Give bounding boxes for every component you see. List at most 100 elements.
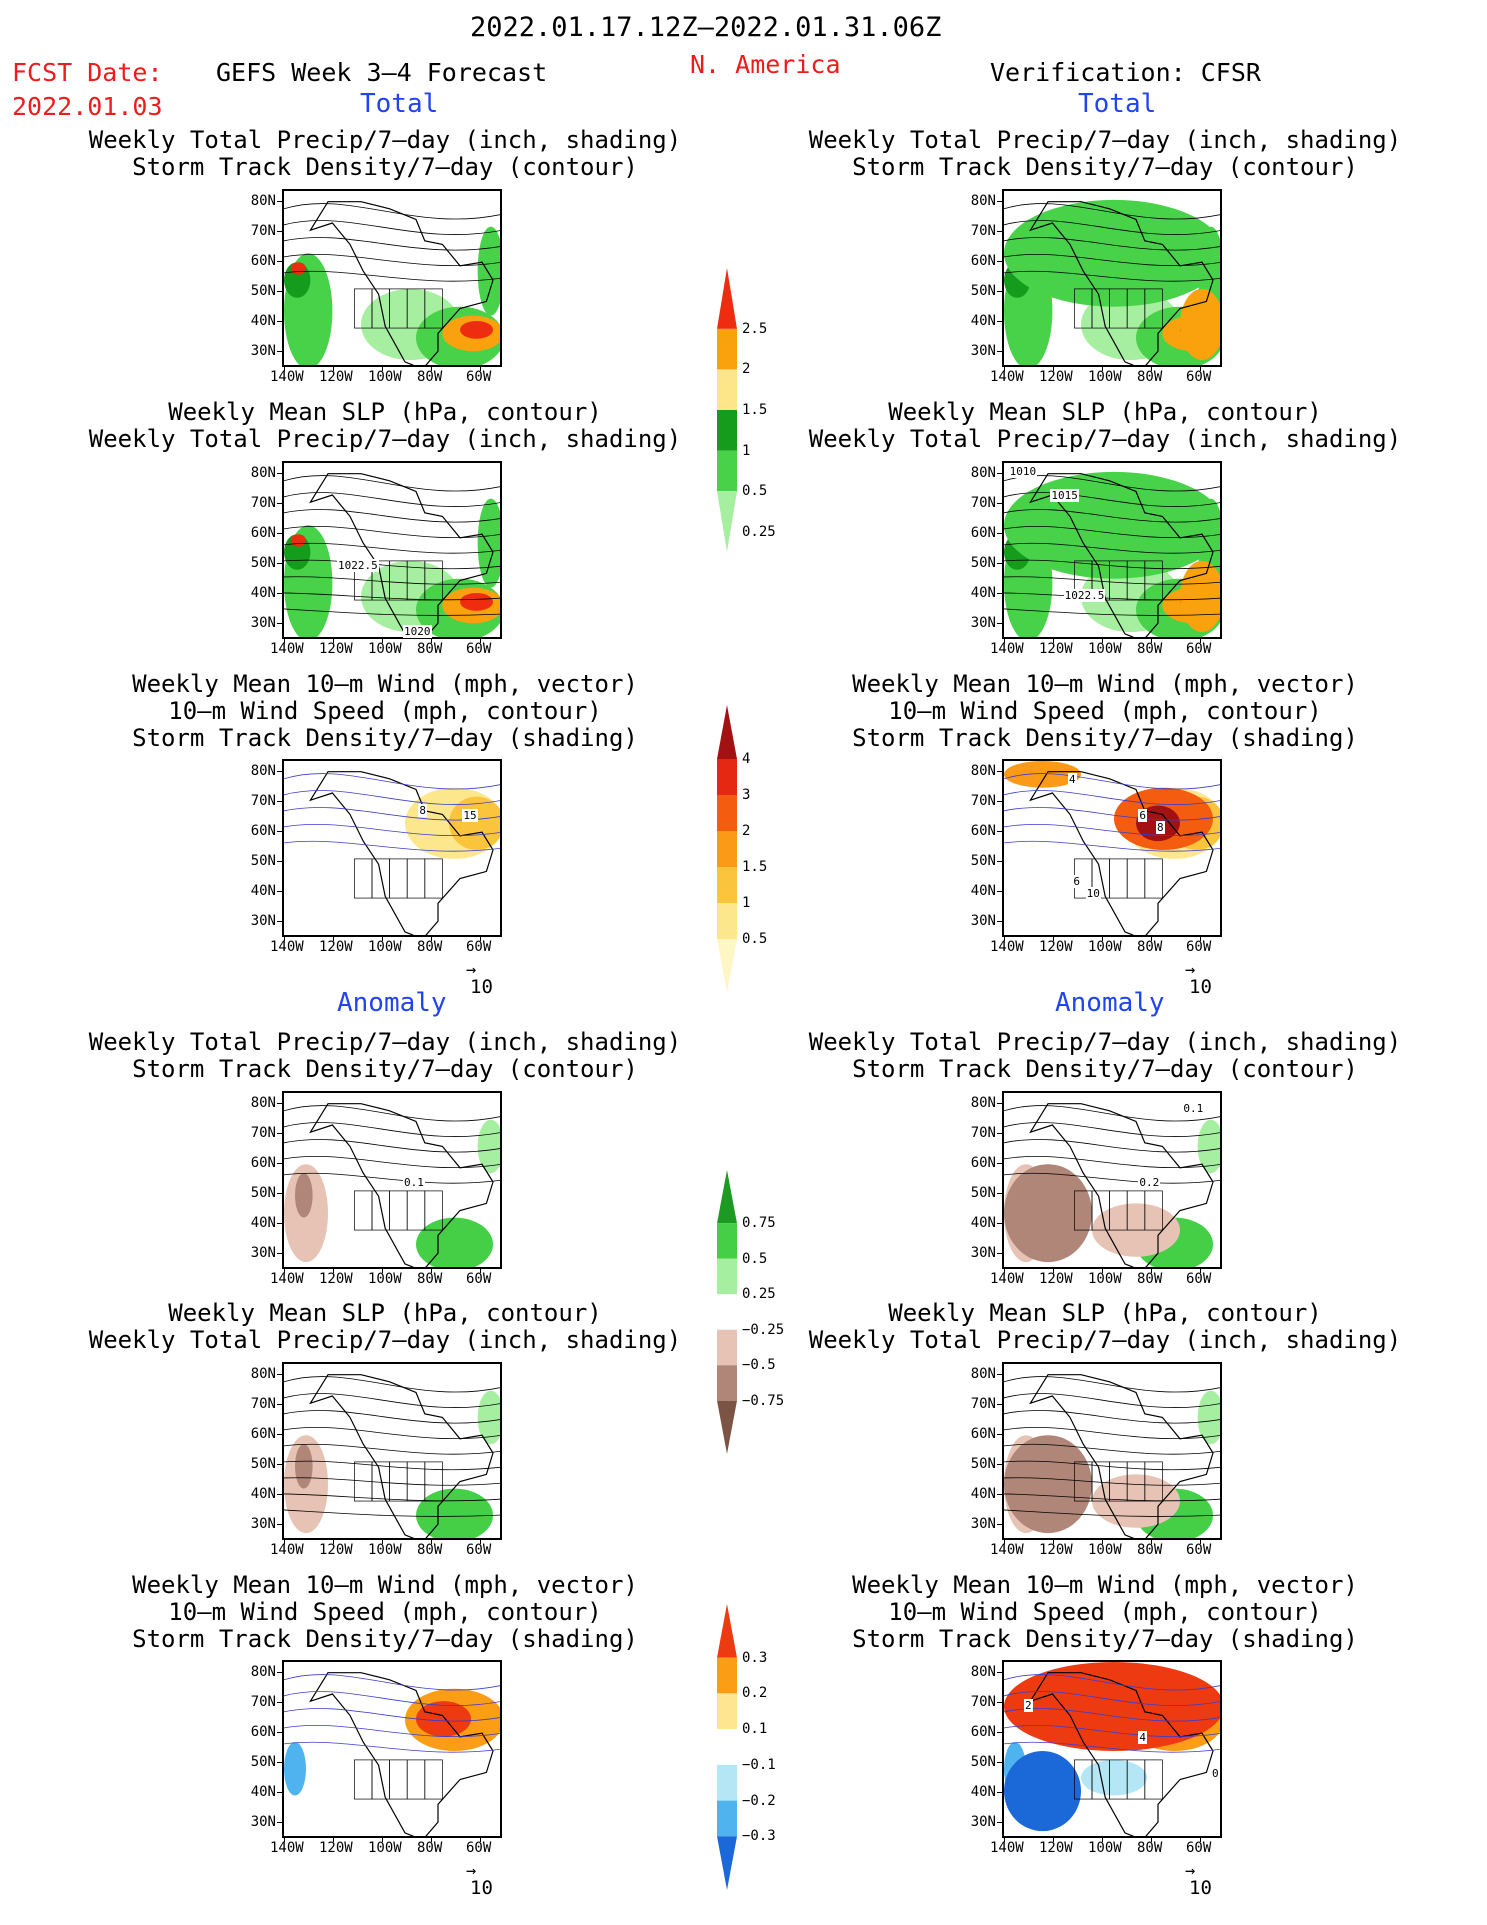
lat-label: 30N (970, 615, 996, 631)
lat-tick (997, 1822, 1002, 1823)
colorbar-swatch (717, 1764, 737, 1801)
contour-line (1004, 270, 1220, 282)
contour-line (284, 1427, 500, 1440)
arrow-right-icon: → (1185, 1861, 1196, 1881)
lon-tick (382, 639, 383, 643)
lat-tick (997, 801, 1002, 802)
lon-tick (480, 1269, 481, 1273)
state-border (354, 858, 373, 899)
arrow-right-icon: → (1185, 960, 1196, 980)
lat-label: 60N (970, 1724, 996, 1740)
contour-line (284, 237, 500, 251)
lon-tick (382, 367, 383, 371)
lon-label: 100W (368, 369, 402, 385)
lat-tick (997, 201, 1002, 202)
lon-label: 140W (270, 1271, 304, 1287)
state-border (371, 1190, 390, 1231)
lon-tick (1200, 367, 1201, 371)
panel-title-line: 10–m Wind Speed (mph, contour) (168, 1598, 602, 1626)
colorbar-label: 1 (742, 442, 751, 459)
lat-tick (277, 1762, 282, 1763)
lon-tick (1151, 1540, 1152, 1544)
contour-label: 1015 (1050, 489, 1079, 503)
lat-tick (277, 623, 282, 624)
state-border (424, 288, 443, 329)
lat-label: 70N (970, 223, 996, 239)
colorbar-swatch (717, 831, 737, 867)
contour-line (1004, 542, 1220, 554)
state-border (371, 1759, 390, 1800)
lon-label: 80W (417, 1542, 443, 1558)
state-border (406, 1190, 426, 1231)
panel-title-line: Weekly Total Precip/7–day (inch, shading… (88, 425, 682, 453)
contour-line (1004, 1477, 1220, 1486)
section-anomaly-right: Anomaly (1055, 988, 1165, 1018)
colorbar-track-total (717, 705, 737, 993)
lon-label: 140W (270, 641, 304, 657)
contour-label: 4 (1138, 1731, 1148, 1745)
map-canvas (284, 1374, 500, 1538)
lon-tick (1102, 367, 1103, 371)
lat-tick (997, 1464, 1002, 1465)
contour-line (1004, 1410, 1220, 1424)
lon-label: 120W (319, 1271, 353, 1287)
contour-line (284, 1122, 500, 1137)
contour-label: 6 (1138, 808, 1148, 822)
lat-label: 30N (970, 913, 996, 929)
lon-label: 120W (319, 369, 353, 385)
lon-tick (284, 1269, 285, 1273)
lat-label: 50N (970, 283, 996, 299)
lat-tick (277, 1253, 282, 1254)
lon-tick (284, 937, 285, 941)
colorbar-label: 3 (742, 787, 751, 803)
wind-contour (1004, 1725, 1220, 1738)
fcst-date-label: FCST Date: (12, 58, 163, 87)
colorbar-label: 0.1 (742, 1721, 768, 1738)
lat-label: 70N (250, 793, 276, 809)
shading-area (416, 1701, 471, 1737)
colorbar-label: 1 (742, 895, 751, 911)
lat-tick (277, 231, 282, 232)
lon-tick (480, 1838, 481, 1842)
state-border (1144, 858, 1163, 899)
lon-label: 60W (1186, 939, 1212, 955)
lon-tick (1102, 639, 1103, 643)
lon-tick (1004, 1540, 1005, 1544)
panel-title-line: Weekly Total Precip/7–day (inch, shading… (808, 126, 1402, 154)
lat-label: 80N (970, 1366, 996, 1382)
lon-label: 140W (990, 1271, 1024, 1287)
wind-contour (284, 1741, 500, 1753)
contour-label: 15 (462, 808, 478, 822)
lat-tick (997, 563, 1002, 564)
lat-label: 40N (970, 1784, 996, 1800)
lat-label: 80N (250, 1664, 276, 1680)
colorbar-swatch (717, 491, 737, 552)
contour-label: 0.1 (1182, 1101, 1205, 1115)
lon-tick (1053, 639, 1054, 643)
shading-area (295, 1173, 313, 1218)
lon-label: 140W (270, 939, 304, 955)
lat-tick (997, 1702, 1002, 1703)
section-anomaly-left: Anomaly (337, 988, 447, 1018)
shading-area (477, 1119, 500, 1174)
lat-tick (997, 231, 1002, 232)
panel-title-line: Storm Track Density/7–day (contour) (132, 153, 638, 181)
lat-label: 60N (250, 253, 276, 269)
lat-label: 70N (970, 495, 996, 511)
shading-area (1180, 288, 1220, 361)
lon-label: 80W (417, 641, 443, 657)
colorbar-label: 0.25 (742, 1286, 776, 1303)
colorbar-precip-total (717, 268, 737, 552)
lat-tick (997, 623, 1002, 624)
lon-label: 100W (1088, 369, 1122, 385)
verification-title: Verification: CFSR (990, 58, 1261, 87)
lat-label: 50N (970, 853, 996, 869)
lat-tick (997, 1434, 1002, 1435)
lat-tick (997, 1404, 1002, 1405)
lon-label: 120W (1039, 641, 1073, 657)
lat-tick (997, 533, 1002, 534)
contour-line (1004, 1172, 1220, 1184)
colorbar-label: 4 (742, 751, 751, 767)
map-cfsr-anom-sp (1002, 1362, 1222, 1540)
lat-tick (277, 1672, 282, 1673)
